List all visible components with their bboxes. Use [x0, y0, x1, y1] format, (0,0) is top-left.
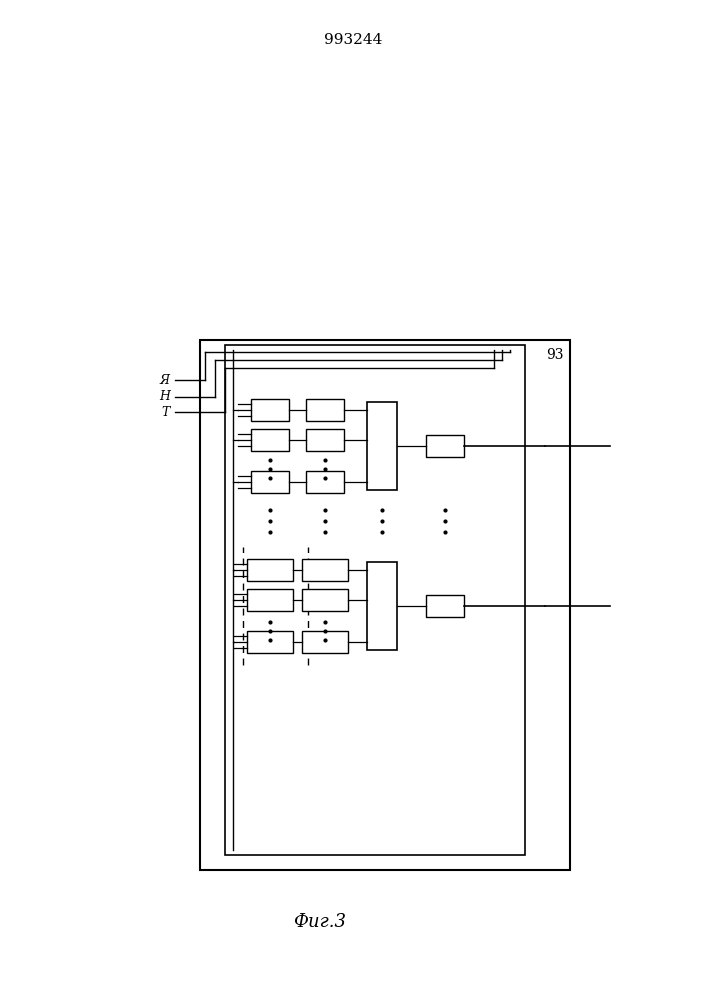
Text: 74₁: 74₁	[262, 406, 278, 414]
Bar	[306, 471, 344, 493]
Text: Я: Я	[160, 373, 170, 386]
Text: (74+к)₂: (74+к)₂	[255, 596, 286, 604]
Bar	[247, 631, 293, 653]
Text: Н: Н	[159, 390, 170, 403]
Bar	[251, 429, 289, 451]
Text: 993244: 993244	[324, 33, 382, 47]
Text: 96n: 96n	[372, 601, 392, 610]
Text: 77n: 77n	[435, 601, 455, 610]
Text: (75+n)₂: (75+n)₂	[309, 638, 341, 646]
Text: 75₁: 75₁	[317, 406, 333, 414]
Bar	[251, 471, 289, 493]
Bar	[426, 595, 464, 617]
Bar	[306, 429, 344, 451]
Bar	[302, 631, 348, 653]
Text: 77₁: 77₁	[436, 442, 454, 450]
Bar	[251, 399, 289, 421]
Text: (75+n)₁: (75+n)₁	[309, 566, 341, 574]
Bar	[426, 435, 464, 457]
Text: 74i: 74i	[262, 478, 278, 487]
Text: (74+n)₂: (74+n)₂	[255, 638, 286, 646]
Text: (75+к)₂: (75+к)₂	[310, 596, 341, 604]
Bar	[367, 402, 397, 490]
Text: 75₂: 75₂	[317, 436, 333, 444]
Text: 76₁: 76₁	[373, 442, 391, 450]
Bar	[247, 559, 293, 581]
Text: 74₂: 74₂	[262, 436, 278, 444]
Bar	[306, 399, 344, 421]
Text: Фиг.3: Фиг.3	[293, 913, 346, 931]
Text: 75i: 75i	[317, 478, 333, 487]
Bar	[302, 589, 348, 611]
Bar	[302, 559, 348, 581]
Text: Т: Т	[162, 406, 170, 418]
Bar	[225, 345, 525, 855]
Bar	[200, 340, 570, 870]
Bar	[247, 589, 293, 611]
Text: (74+к)₁: (74+к)₁	[255, 566, 286, 574]
Bar	[367, 562, 397, 650]
Text: 93: 93	[547, 348, 564, 362]
